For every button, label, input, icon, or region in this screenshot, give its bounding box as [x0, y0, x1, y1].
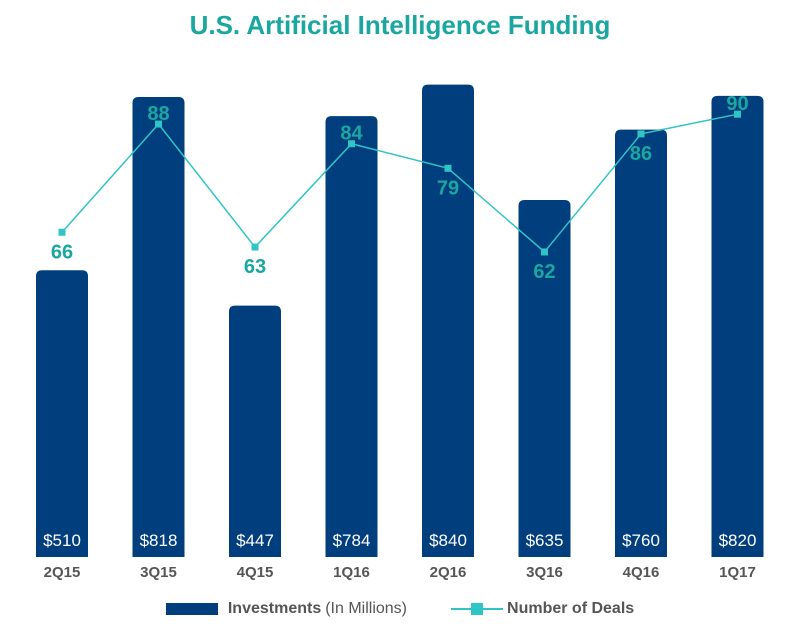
deal-point-3q16 — [541, 248, 548, 256]
deals-line — [61, 113, 738, 254]
category-label-4q15: 4Q15 — [237, 564, 274, 581]
category-label-2q16: 2Q16 — [430, 564, 467, 581]
legend-bar-swatch — [165, 603, 218, 615]
deal-point-3q15 — [155, 120, 162, 128]
bar-label-2q15: $510 — [43, 531, 81, 550]
bar-2q15 — [36, 270, 88, 557]
category-label-1q16: 1Q16 — [333, 564, 370, 581]
deal-point-2q16 — [444, 164, 452, 172]
bar-4q16 — [615, 129, 667, 558]
bar-label-1q17: $820 — [719, 531, 757, 550]
legend-investments-label: Investments — [227, 600, 322, 617]
bar-3q15 — [132, 97, 185, 557]
deal-label-3q16: 62 — [533, 261, 555, 283]
legend-deals-label: Number of Deals — [507, 600, 635, 617]
deal-point-4q16 — [637, 130, 645, 138]
deal-label-1q17: 90 — [726, 93, 748, 115]
deal-label-4q15: 63 — [244, 256, 266, 278]
bar-1q16 — [325, 116, 378, 557]
chart-plot: $510 2Q15 $818 3Q15 $447 4Q15 $784 1Q16 $840 2Q16… — [36, 84, 764, 581]
bar-1q17 — [711, 95, 764, 557]
bar-2q16 — [422, 84, 474, 558]
deal-point-2q15 — [58, 228, 66, 236]
deal-label-3q15: 88 — [147, 103, 169, 125]
category-label-2q15: 2Q15 — [44, 564, 81, 581]
category-label-3q16: 3Q16 — [526, 564, 563, 581]
bar-3q16 — [518, 199, 571, 557]
bar-label-4q16: $760 — [622, 531, 660, 550]
category-label-3q15: 3Q15 — [140, 564, 177, 581]
bar-4q15 — [229, 305, 281, 557]
bar-label-4q15: $447 — [236, 531, 274, 550]
deal-point-1q16 — [348, 140, 355, 148]
category-label-1q17: 1Q17 — [719, 564, 756, 581]
legend-line-marker — [451, 603, 504, 615]
deal-label-1q16: 84 — [340, 123, 363, 145]
bar-label-1q16: $784 — [333, 531, 371, 550]
deal-point-1q17 — [734, 110, 741, 118]
legend-item-deals: Number of Deals — [451, 600, 634, 618]
bar-label-3q16: $635 — [526, 531, 564, 550]
legend: Investments (In Millions) Number of Deal… — [0, 597, 800, 621]
deal-label-2q15: 66 — [51, 241, 73, 263]
bar-label-2q16: $840 — [429, 531, 467, 550]
legend-item-investments: Investments (In Millions) — [165, 600, 408, 618]
chart-title: U.S. Artificial Intelligence Funding — [189, 10, 611, 40]
bar-label-3q15: $818 — [140, 531, 178, 550]
legend-investments-suffix: (In Millions) — [325, 600, 408, 617]
deal-point-4q15 — [251, 243, 259, 251]
deal-label-2q16: 79 — [437, 177, 459, 199]
deal-label-4q16: 86 — [630, 143, 652, 165]
category-label-4q16: 4Q16 — [623, 564, 660, 581]
